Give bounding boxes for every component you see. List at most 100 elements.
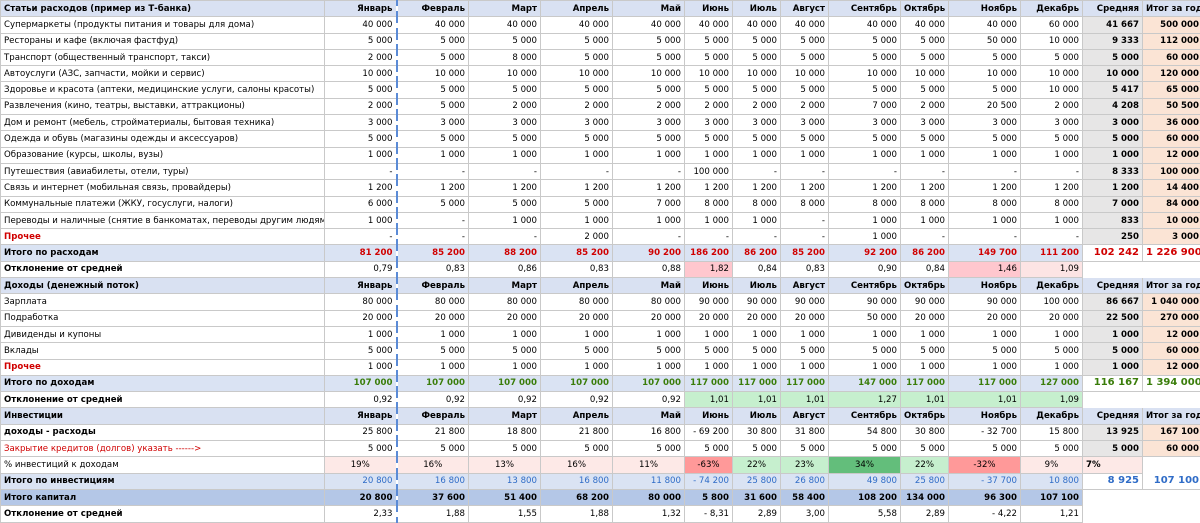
capital-dev-value[interactable]: 1,88 — [397, 506, 469, 522]
expense-total[interactable]: 120 000 — [1143, 66, 1200, 82]
expense-value[interactable]: 1 000 — [325, 147, 397, 163]
income-section-title[interactable]: Доходы (денежный поток) — [1, 278, 325, 294]
expense-total[interactable]: 10 000 — [1143, 212, 1200, 228]
income-value[interactable]: 1 000 — [949, 359, 1021, 375]
income-value[interactable]: 1 000 — [733, 359, 781, 375]
expense-value[interactable]: 5 000 — [733, 33, 781, 49]
capital-value[interactable]: 134 000 — [901, 489, 949, 505]
expense-avg[interactable]: 833 — [1083, 212, 1143, 228]
investment-total-value[interactable]: 10 800 — [1021, 473, 1083, 489]
expense-label[interactable]: Рестораны и кафе (включая фастфуд) — [1, 33, 325, 49]
expense-value[interactable]: 1 200 — [397, 180, 469, 196]
income-value[interactable]: 1 000 — [397, 326, 469, 342]
expense-value[interactable]: - — [949, 229, 1021, 245]
income-value[interactable]: 5 000 — [541, 343, 613, 359]
expense-total-label[interactable]: Итого по расходам — [1, 245, 325, 261]
expense-value[interactable]: 40 000 — [613, 17, 685, 33]
expense-total-value[interactable]: 90 200 — [613, 245, 685, 261]
expense-value[interactable]: 5 000 — [397, 98, 469, 114]
diff-value[interactable]: 15 800 — [1021, 424, 1083, 440]
capital-dev-value[interactable]: 1,32 — [613, 506, 685, 522]
expense-total[interactable]: 84 000 — [1143, 196, 1200, 212]
expense-value[interactable]: 5 000 — [901, 33, 949, 49]
expense-value[interactable]: 1 000 — [613, 212, 685, 228]
pct-value[interactable]: 16% — [397, 457, 469, 473]
pct-value[interactable]: -32% — [949, 457, 1021, 473]
expense-value[interactable]: 5 000 — [397, 49, 469, 65]
expense-avg[interactable]: 8 333 — [1083, 163, 1143, 179]
expense-dev-label[interactable]: Отклонение от средней — [1, 261, 325, 277]
income-value[interactable]: 20 000 — [1021, 310, 1083, 326]
expense-value[interactable]: 2 000 — [613, 98, 685, 114]
expense-total-value[interactable]: 88 200 — [469, 245, 541, 261]
month-header[interactable]: Апрель — [541, 278, 613, 294]
expense-value[interactable]: 8 000 — [733, 196, 781, 212]
month-header[interactable]: Июнь — [685, 1, 733, 17]
income-total-value[interactable]: 127 000 — [1021, 375, 1083, 391]
expense-value[interactable]: 1 000 — [541, 147, 613, 163]
expense-value[interactable]: 2 000 — [781, 98, 829, 114]
expense-value[interactable]: 5 000 — [469, 196, 541, 212]
income-dev-label[interactable]: Отклонение от средней — [1, 392, 325, 408]
loans-value[interactable]: 5 000 — [781, 441, 829, 457]
expense-value[interactable]: 10 000 — [1021, 66, 1083, 82]
month-header[interactable]: Февраль — [397, 1, 469, 17]
expense-total-value[interactable]: 149 700 — [949, 245, 1021, 261]
expense-dev-value[interactable]: 0,83 — [781, 261, 829, 277]
expense-value[interactable]: 5 000 — [949, 82, 1021, 98]
income-total-value[interactable]: 107 000 — [469, 375, 541, 391]
expense-label[interactable]: Транспорт (общественный транспорт, такси… — [1, 49, 325, 65]
month-header[interactable]: Апрель — [541, 1, 613, 17]
diff-value[interactable]: 21 800 — [397, 424, 469, 440]
capital-value[interactable]: 96 300 — [949, 489, 1021, 505]
diff-value[interactable]: 54 800 — [829, 424, 901, 440]
income-avg[interactable]: 1 000 — [1083, 326, 1143, 342]
loans-value[interactable]: 5 000 — [685, 441, 733, 457]
expense-total-value[interactable]: 86 200 — [733, 245, 781, 261]
income-value[interactable]: 90 000 — [781, 294, 829, 310]
investment-total-value[interactable]: 25 800 — [733, 473, 781, 489]
expense-avg[interactable]: 5 000 — [1083, 131, 1143, 147]
month-header[interactable]: Ноябрь — [949, 278, 1021, 294]
expense-value[interactable]: 1 000 — [325, 212, 397, 228]
expense-avg[interactable]: 5 000 — [1083, 49, 1143, 65]
investments-section-title[interactable]: Инвестиции — [1, 408, 325, 424]
expense-value[interactable]: 8 000 — [901, 196, 949, 212]
expense-value[interactable]: 1 000 — [397, 147, 469, 163]
expense-value[interactable]: 10 000 — [781, 66, 829, 82]
income-value[interactable]: 1 000 — [613, 326, 685, 342]
expense-total-year[interactable]: 1 226 900 — [1143, 245, 1200, 261]
investment-total-value[interactable]: 25 800 — [901, 473, 949, 489]
diff-year[interactable]: 167 100 — [1143, 424, 1200, 440]
expense-value[interactable]: 5 000 — [781, 131, 829, 147]
income-dev-value[interactable]: 0,92 — [469, 392, 541, 408]
expense-value[interactable]: 2 000 — [325, 49, 397, 65]
expense-value[interactable]: 1 000 — [901, 212, 949, 228]
expense-value[interactable]: 5 000 — [949, 49, 1021, 65]
expense-value[interactable]: 40 000 — [541, 17, 613, 33]
expense-value[interactable]: 1 200 — [733, 180, 781, 196]
pct-value[interactable]: 16% — [541, 457, 613, 473]
expense-value[interactable]: 2 000 — [1021, 98, 1083, 114]
expense-value[interactable]: 3 000 — [541, 115, 613, 131]
income-dev-value[interactable]: 0,92 — [613, 392, 685, 408]
income-value[interactable]: 5 000 — [901, 343, 949, 359]
expense-value[interactable]: 5 000 — [397, 131, 469, 147]
expense-value[interactable]: 7 000 — [613, 196, 685, 212]
capital-value[interactable]: 37 600 — [397, 489, 469, 505]
income-value[interactable]: 1 000 — [397, 359, 469, 375]
expense-value[interactable]: 5 000 — [541, 131, 613, 147]
expense-value[interactable]: 5 000 — [469, 33, 541, 49]
expense-dev-value[interactable]: 1,82 — [685, 261, 733, 277]
expense-value[interactable]: 3 000 — [325, 115, 397, 131]
pct-value[interactable]: 13% — [469, 457, 541, 473]
empty-cell[interactable] — [1083, 506, 1143, 522]
income-total[interactable]: 1 040 000 — [1143, 294, 1200, 310]
expense-value[interactable]: 6 000 — [325, 196, 397, 212]
expense-value[interactable]: - — [397, 229, 469, 245]
investment-total-value[interactable]: - 74 200 — [685, 473, 733, 489]
expense-value[interactable]: 1 000 — [733, 212, 781, 228]
expense-value[interactable]: 5 000 — [685, 49, 733, 65]
expense-total[interactable]: 12 000 — [1143, 147, 1200, 163]
loans-value[interactable]: 5 000 — [733, 441, 781, 457]
